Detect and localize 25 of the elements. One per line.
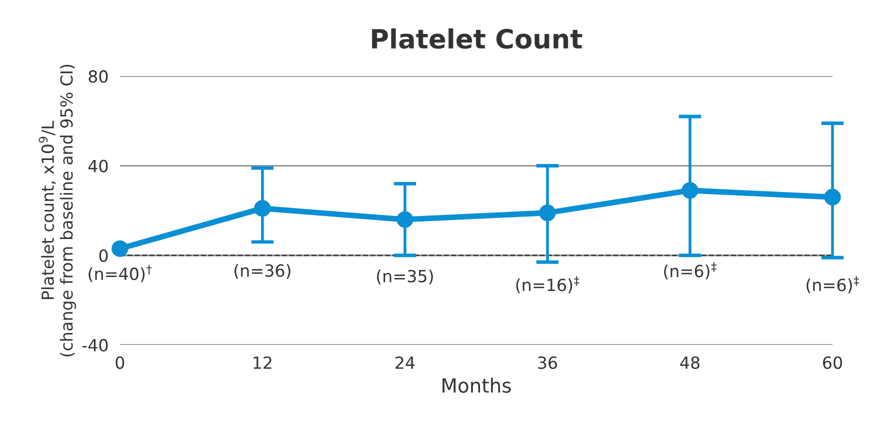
x-tick-label: 12 (254, 356, 272, 369)
annotation: (n=6)$^{‡}$ (664, 262, 716, 280)
point (112, 240, 128, 257)
point (539, 204, 556, 222)
x-tick-label: 48 (680, 356, 700, 369)
x-tick-label: 36 (538, 356, 558, 369)
y-tick-label: 0 (99, 249, 108, 262)
annotation: (n=35) (377, 270, 433, 284)
point (824, 188, 841, 206)
annotation: (n=40)$^{†}$ (88, 265, 152, 282)
y-tick-label: -40 (82, 338, 108, 352)
annotation: (n=36) (234, 264, 290, 279)
x-axis-title: Months (442, 378, 511, 393)
point (396, 211, 414, 228)
x-tick-label: 60 (823, 356, 842, 369)
annotation: (n=6)$^{‡}$ (806, 276, 859, 294)
x-tick-label: 24 (396, 356, 415, 369)
point (682, 182, 698, 199)
y-axis-title: Platelet count, x10$^{9}$/L (change from baseline and 95% CI) (38, 64, 76, 356)
annotation: (n=16)$^{‡}$ (516, 276, 580, 294)
chart-title: Platelet Count (372, 28, 582, 49)
y-tick-label: 80 (88, 70, 108, 83)
y-tick-label: 40 (88, 160, 108, 172)
point (254, 200, 271, 217)
x-tick-label: 0 (116, 356, 124, 369)
